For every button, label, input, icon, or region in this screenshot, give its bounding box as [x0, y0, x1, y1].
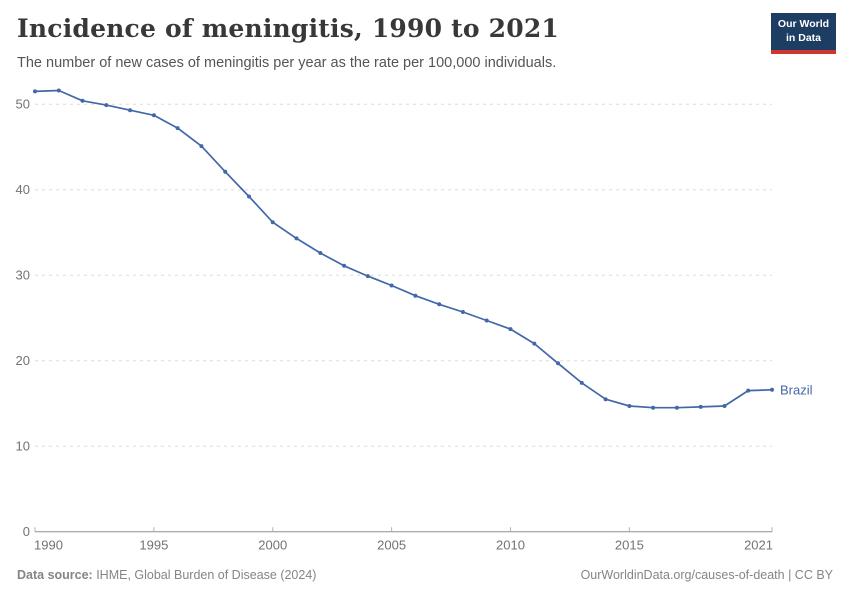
data-point-brazil-2009[interactable]	[484, 318, 489, 323]
data-point-brazil-2013[interactable]	[579, 380, 584, 385]
data-point-brazil-2015[interactable]	[627, 404, 632, 408]
data-point-brazil-2004[interactable]	[365, 274, 370, 279]
x-tick-label-2015: 2015	[615, 538, 644, 553]
data-point-brazil-2017[interactable]	[674, 405, 679, 410]
data-point-brazil-2005[interactable]	[389, 283, 394, 288]
data-point-brazil-2018[interactable]	[698, 404, 703, 409]
data-point-brazil-1991[interactable]	[56, 88, 61, 93]
data-point-brazil-2019[interactable]	[722, 404, 727, 408]
data-point-brazil-1999[interactable]	[247, 194, 251, 199]
data-point-brazil-2010[interactable]	[508, 327, 513, 332]
y-tick-label-0: 0	[23, 524, 30, 539]
data-point-brazil-1998[interactable]	[223, 169, 228, 174]
credit-link[interactable]: OurWorldinData.org/causes-of-death | CC …	[580, 568, 833, 582]
x-tick-label-1990: 1990	[34, 538, 63, 553]
data-point-brazil-2021[interactable]	[770, 387, 774, 392]
data-point-brazil-1992[interactable]	[80, 98, 85, 103]
data-point-brazil-2014[interactable]	[603, 397, 608, 402]
data-point-brazil-2020[interactable]	[746, 388, 751, 393]
data-source-label: Data source:	[17, 568, 93, 582]
data-point-brazil-2003[interactable]	[342, 263, 347, 268]
data-point-brazil-1994[interactable]	[128, 108, 133, 113]
data-point-brazil-1995[interactable]	[151, 113, 156, 118]
chart-title: Incidence of meningitis, 1990 to 2021	[17, 14, 560, 43]
series-label-brazil[interactable]: Brazil	[780, 382, 813, 397]
logo-text-line1: Our World	[777, 18, 830, 31]
y-tick-label-20: 20	[16, 353, 30, 368]
chart-footer: Data source: IHME, Global Burden of Dise…	[17, 568, 833, 582]
logo-text-line2: in Data	[785, 31, 821, 44]
x-tick-label-2021: 2021	[744, 538, 773, 553]
data-source-text: IHME, Global Burden of Disease (2024)	[92, 568, 317, 582]
data-point-brazil-1990[interactable]	[33, 89, 37, 94]
data-point-brazil-2001[interactable]	[294, 236, 299, 241]
data-point-brazil-1997[interactable]	[199, 144, 204, 149]
data-point-brazil-1993[interactable]	[104, 103, 109, 108]
data-point-brazil-2012[interactable]	[556, 361, 560, 366]
chart-subtitle: The number of new cases of meningitis pe…	[17, 55, 557, 71]
y-tick-label-10: 10	[16, 439, 30, 454]
y-tick-label-30: 30	[16, 268, 30, 283]
data-point-brazil-2000[interactable]	[270, 220, 275, 225]
owid-logo[interactable]: Our World in Data	[771, 13, 836, 54]
series-line-brazil[interactable]	[34, 89, 773, 409]
data-point-brazil-2007[interactable]	[437, 302, 442, 307]
data-point-brazil-2011[interactable]	[532, 341, 537, 346]
data-source-note: Data source: IHME, Global Burden of Dise…	[17, 568, 316, 582]
data-point-brazil-2002[interactable]	[318, 251, 323, 255]
y-tick-label-50: 50	[16, 97, 30, 112]
x-tick-label-2005: 2005	[377, 538, 406, 553]
y-tick-label-40: 40	[16, 182, 30, 197]
data-point-brazil-2016[interactable]	[651, 405, 656, 410]
x-tick-label-1995: 1995	[139, 538, 168, 553]
data-point-brazil-2008[interactable]	[460, 310, 465, 314]
x-tick-label-2000: 2000	[258, 538, 287, 553]
data-point-brazil-2006[interactable]	[413, 293, 418, 298]
data-point-brazil-1996[interactable]	[175, 126, 180, 131]
x-tick-label-2010: 2010	[496, 538, 525, 553]
